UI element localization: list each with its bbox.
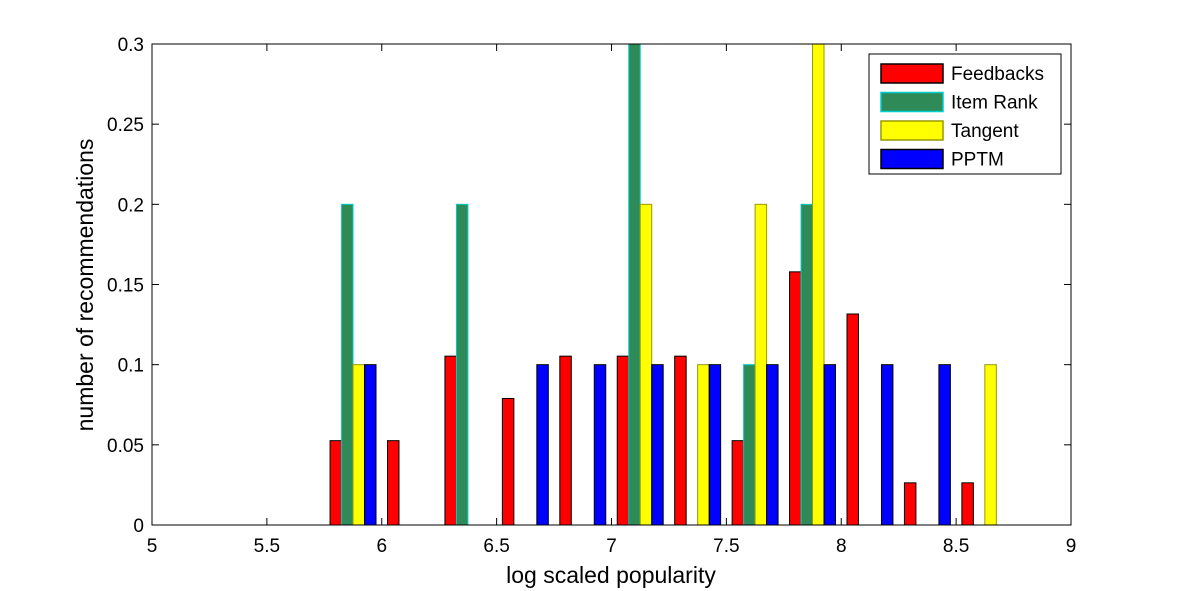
bar-item-rank-5	[455, 203, 469, 526]
bar-pptm-6	[536, 364, 549, 526]
bar-tangent-9	[697, 364, 710, 526]
bar-feedbacks-13	[903, 482, 917, 526]
bar-item-rank-3	[341, 203, 354, 526]
x-tick-label: 7	[606, 536, 617, 557]
x-axis-label: log scaled popularity	[506, 562, 716, 588]
bar-pptm-8	[651, 364, 664, 526]
legend-swatch-feedbacks	[880, 63, 944, 84]
legend-swatch-pptm	[880, 148, 944, 170]
y-tick-label: 0.3	[118, 35, 144, 56]
legend-swatch-item-rank	[880, 91, 944, 113]
y-tick-label: 0.05	[107, 436, 144, 457]
bar-feedbacks-10	[731, 440, 745, 526]
bar-feedbacks-11	[789, 271, 802, 526]
bar-pptm-9	[708, 364, 722, 526]
bar-feedbacks-12	[846, 313, 859, 526]
bar-item-rank-8	[628, 43, 641, 526]
y-tick-label: 0.25	[107, 115, 144, 136]
bar-feedbacks-3	[329, 440, 343, 526]
bar-pptm-11	[823, 364, 837, 526]
y-tick-label: 0.1	[118, 356, 144, 377]
legend-swatch-tangent	[880, 120, 944, 141]
legend: Feedbacks Item Rank Tangent PPTM	[868, 53, 1062, 175]
y-tick-label: 0	[133, 516, 144, 537]
legend-label-tangent: Tangent	[951, 121, 1019, 142]
y-tick-label: 0.15	[107, 276, 144, 297]
bar-feedbacks-4	[386, 440, 400, 526]
y-axis-label: number of recommendations	[72, 139, 98, 432]
x-tick-label: 6.5	[483, 536, 509, 557]
bar-pptm-7	[593, 364, 607, 526]
bar-feedbacks-9	[674, 355, 687, 526]
x-tick-label: 5	[147, 536, 158, 557]
bar-tangent-3	[352, 364, 366, 526]
bar-tangent-10	[754, 203, 768, 526]
bar-tangent-14	[984, 364, 997, 526]
bar-feedbacks-6	[501, 397, 515, 526]
bar-pptm-3	[364, 364, 377, 526]
x-tick-label: 6	[376, 536, 387, 557]
x-tick-label: 8.5	[943, 536, 969, 557]
bar-pptm-10	[766, 364, 779, 526]
axes-layer: 5 5.5 6 6.5 7 7.5 8 8.5 9 0 0.05 0.1 0.15 0.2 0.25 0.3	[107, 35, 1076, 557]
bar-pptm-13	[938, 364, 951, 526]
bar-feedbacks-5	[444, 355, 457, 526]
bar-feedbacks-14	[961, 482, 974, 526]
bars-layer	[329, 43, 997, 526]
x-tick-label: 8	[836, 536, 847, 557]
x-tick-label: 5.5	[254, 536, 280, 557]
y-tick-label: 0.2	[118, 195, 144, 216]
bar-feedbacks-7	[559, 355, 572, 526]
bar-tangent-8	[639, 203, 653, 526]
bar-item-rank-11	[800, 203, 814, 526]
bar-feedbacks-8	[616, 355, 630, 526]
legend-label-pptm: PPTM	[951, 150, 1004, 171]
x-tick-label: 7.5	[713, 536, 739, 557]
bar-tangent-11	[812, 43, 825, 526]
bar-pptm-12	[880, 364, 894, 526]
x-tick-label: 9	[1066, 536, 1077, 557]
bar-item-rank-10	[743, 364, 756, 526]
legend-label-item-rank: Item Rank	[951, 93, 1038, 114]
legend-label-feedbacks: Feedbacks	[951, 64, 1044, 85]
